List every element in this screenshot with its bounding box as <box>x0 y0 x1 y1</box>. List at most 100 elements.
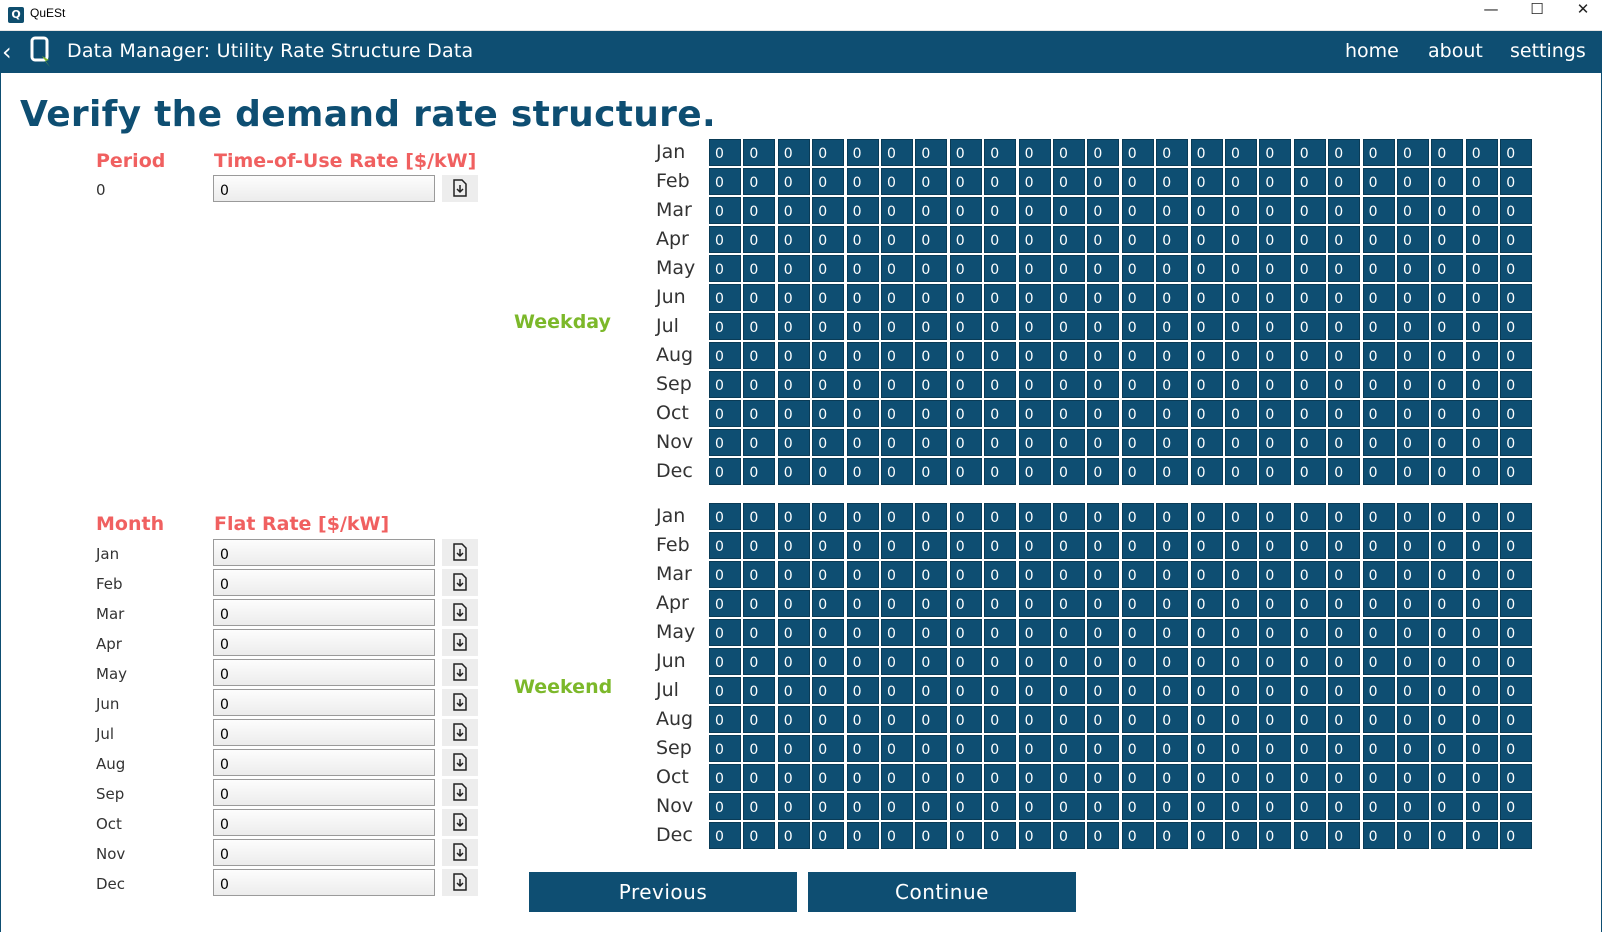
weekday-schedule-cell[interactable]: 0 <box>949 429 982 456</box>
weekend-schedule-cell[interactable]: 0 <box>812 764 845 791</box>
weekend-schedule-cell[interactable]: 0 <box>881 706 913 733</box>
weekday-schedule-cell[interactable]: 0 <box>1190 400 1223 427</box>
weekend-schedule-cell[interactable]: 0 <box>1190 793 1223 820</box>
weekday-schedule-cell[interactable]: 0 <box>1156 458 1189 485</box>
weekend-schedule-cell[interactable]: 0 <box>1465 503 1498 530</box>
weekend-schedule-cell[interactable]: 0 <box>1259 677 1292 704</box>
weekend-schedule-cell[interactable]: 0 <box>1397 648 1429 675</box>
weekday-schedule-cell[interactable]: 0 <box>1500 197 1533 224</box>
weekend-schedule-cell[interactable]: 0 <box>1500 503 1533 530</box>
weekday-schedule-cell[interactable]: 0 <box>1190 429 1223 456</box>
weekday-schedule-cell[interactable]: 0 <box>1259 255 1292 282</box>
weekend-schedule-cell[interactable]: 0 <box>812 706 845 733</box>
flat-import-button[interactable] <box>442 779 478 806</box>
weekend-schedule-cell[interactable]: 0 <box>1328 561 1361 588</box>
weekend-schedule-cell[interactable]: 0 <box>1431 532 1464 559</box>
weekend-schedule-cell[interactable]: 0 <box>1190 503 1223 530</box>
weekend-schedule-cell[interactable]: 0 <box>1397 764 1429 791</box>
weekday-schedule-cell[interactable]: 0 <box>1328 226 1361 253</box>
weekday-schedule-cell[interactable]: 0 <box>1293 400 1326 427</box>
weekend-schedule-cell[interactable]: 0 <box>1053 532 1085 559</box>
weekday-schedule-cell[interactable]: 0 <box>777 168 810 195</box>
weekday-schedule-cell[interactable]: 0 <box>1225 458 1257 485</box>
weekend-schedule-cell[interactable]: 0 <box>915 706 948 733</box>
weekend-schedule-cell[interactable]: 0 <box>1018 677 1051 704</box>
close-icon[interactable]: ✕ <box>1576 0 1590 18</box>
weekend-schedule-cell[interactable]: 0 <box>1087 590 1120 617</box>
weekday-schedule-cell[interactable]: 0 <box>1225 168 1257 195</box>
weekend-schedule-cell[interactable]: 0 <box>881 677 913 704</box>
weekday-schedule-cell[interactable]: 0 <box>846 168 879 195</box>
weekend-schedule-cell[interactable]: 0 <box>1053 793 1085 820</box>
weekday-schedule-cell[interactable]: 0 <box>1053 400 1085 427</box>
flat-import-button[interactable] <box>442 659 478 686</box>
weekday-schedule-cell[interactable]: 0 <box>1018 197 1051 224</box>
flat-rate-input[interactable] <box>213 539 435 566</box>
weekend-schedule-cell[interactable]: 0 <box>881 793 913 820</box>
weekday-schedule-cell[interactable]: 0 <box>984 197 1017 224</box>
weekend-schedule-cell[interactable]: 0 <box>1500 619 1533 646</box>
weekday-schedule-cell[interactable]: 0 <box>1121 400 1154 427</box>
weekday-schedule-cell[interactable]: 0 <box>1259 168 1292 195</box>
weekday-schedule-cell[interactable]: 0 <box>1018 255 1051 282</box>
weekend-schedule-cell[interactable]: 0 <box>915 764 948 791</box>
weekend-schedule-cell[interactable]: 0 <box>1121 619 1154 646</box>
weekday-schedule-cell[interactable]: 0 <box>1018 400 1051 427</box>
weekday-schedule-cell[interactable]: 0 <box>984 342 1017 369</box>
weekday-schedule-cell[interactable]: 0 <box>1018 226 1051 253</box>
weekend-schedule-cell[interactable]: 0 <box>1190 532 1223 559</box>
weekend-schedule-cell[interactable]: 0 <box>777 822 810 849</box>
weekend-schedule-cell[interactable]: 0 <box>743 619 776 646</box>
weekday-schedule-cell[interactable]: 0 <box>812 168 845 195</box>
weekend-schedule-cell[interactable]: 0 <box>1156 793 1189 820</box>
weekend-schedule-cell[interactable]: 0 <box>1465 735 1498 762</box>
weekday-schedule-cell[interactable]: 0 <box>1500 342 1533 369</box>
weekend-schedule-cell[interactable]: 0 <box>812 648 845 675</box>
flat-import-button[interactable] <box>442 749 478 776</box>
weekend-schedule-cell[interactable]: 0 <box>1156 735 1189 762</box>
weekday-schedule-cell[interactable]: 0 <box>1087 255 1120 282</box>
weekday-schedule-cell[interactable]: 0 <box>915 458 948 485</box>
weekday-schedule-cell[interactable]: 0 <box>743 255 776 282</box>
weekday-schedule-cell[interactable]: 0 <box>984 313 1017 340</box>
weekday-schedule-cell[interactable]: 0 <box>1121 313 1154 340</box>
weekday-schedule-cell[interactable]: 0 <box>1431 429 1464 456</box>
weekend-schedule-cell[interactable]: 0 <box>1465 648 1498 675</box>
weekday-schedule-cell[interactable]: 0 <box>1397 255 1429 282</box>
weekend-schedule-cell[interactable]: 0 <box>915 677 948 704</box>
weekday-schedule-cell[interactable]: 0 <box>1362 197 1395 224</box>
weekend-schedule-cell[interactable]: 0 <box>846 561 879 588</box>
weekend-schedule-cell[interactable]: 0 <box>1397 677 1429 704</box>
weekday-schedule-cell[interactable]: 0 <box>1328 342 1361 369</box>
weekend-schedule-cell[interactable]: 0 <box>1053 503 1085 530</box>
weekday-schedule-cell[interactable]: 0 <box>881 429 913 456</box>
weekday-schedule-cell[interactable]: 0 <box>1293 255 1326 282</box>
weekend-schedule-cell[interactable]: 0 <box>1225 561 1257 588</box>
weekday-schedule-cell[interactable]: 0 <box>949 226 982 253</box>
weekday-schedule-cell[interactable]: 0 <box>949 284 982 311</box>
weekend-schedule-cell[interactable]: 0 <box>743 677 776 704</box>
weekday-schedule-cell[interactable]: 0 <box>1156 168 1189 195</box>
weekend-schedule-cell[interactable]: 0 <box>1190 648 1223 675</box>
weekend-schedule-cell[interactable]: 0 <box>1397 532 1429 559</box>
flat-rate-input[interactable] <box>213 599 435 626</box>
weekend-schedule-cell[interactable]: 0 <box>949 561 982 588</box>
flat-rate-input[interactable] <box>213 569 435 596</box>
weekend-schedule-cell[interactable]: 0 <box>1087 677 1120 704</box>
weekday-schedule-cell[interactable]: 0 <box>1293 429 1326 456</box>
weekday-schedule-cell[interactable]: 0 <box>846 313 879 340</box>
weekend-schedule-cell[interactable]: 0 <box>1121 793 1154 820</box>
weekday-schedule-cell[interactable]: 0 <box>1293 458 1326 485</box>
weekday-schedule-cell[interactable]: 0 <box>1190 197 1223 224</box>
weekend-schedule-cell[interactable]: 0 <box>1259 793 1292 820</box>
weekday-schedule-cell[interactable]: 0 <box>709 226 741 253</box>
weekend-schedule-cell[interactable]: 0 <box>1018 648 1051 675</box>
weekday-schedule-cell[interactable]: 0 <box>1397 371 1429 398</box>
weekend-schedule-cell[interactable]: 0 <box>1087 793 1120 820</box>
weekend-schedule-cell[interactable]: 0 <box>1293 706 1326 733</box>
weekday-schedule-cell[interactable]: 0 <box>1362 313 1395 340</box>
nav-about[interactable]: about <box>1428 40 1483 62</box>
weekday-schedule-cell[interactable]: 0 <box>812 226 845 253</box>
continue-button[interactable]: Continue <box>808 872 1076 912</box>
weekday-schedule-cell[interactable]: 0 <box>1397 168 1429 195</box>
